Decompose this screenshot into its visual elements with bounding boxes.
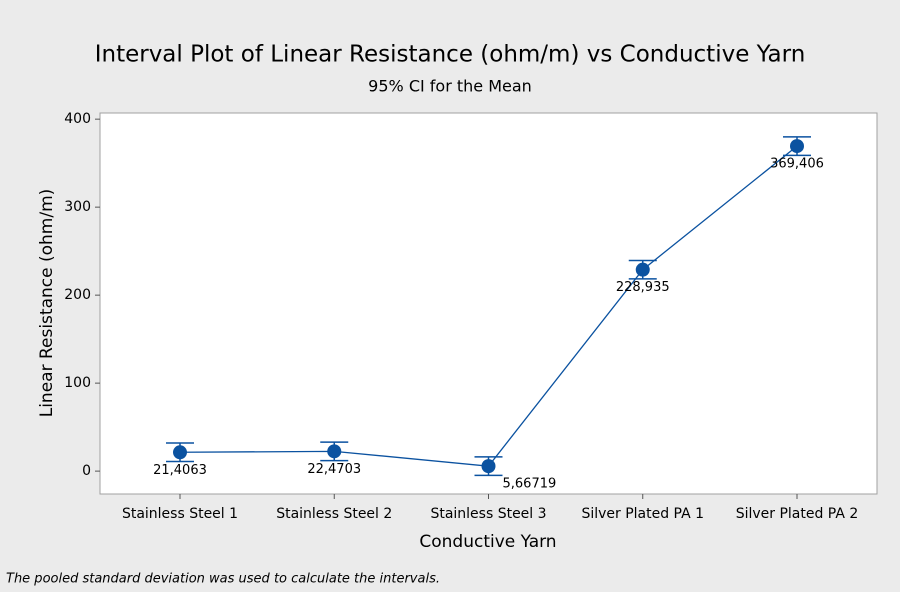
y-tick-label: 400 — [64, 111, 91, 127]
data-label: 22,4703 — [307, 462, 361, 477]
chart-subtitle: 95% CI for the Mean — [368, 77, 532, 96]
chart-title: Interval Plot of Linear Resistance (ohm/… — [95, 42, 806, 68]
x-tick-label: Stainless Steel 2 — [276, 506, 392, 522]
mean-point — [173, 445, 187, 460]
y-tick-label: 0 — [82, 463, 91, 479]
mean-point — [481, 459, 496, 474]
mean-point — [635, 262, 650, 277]
y-tick-label: 100 — [64, 375, 91, 391]
footnote: The pooled standard deviation was used t… — [6, 572, 440, 587]
data-label: 228,935 — [616, 280, 670, 295]
x-tick-label: Stainless Steel 1 — [122, 506, 238, 522]
x-tick-label: Stainless Steel 3 — [430, 506, 546, 522]
mean-point — [790, 139, 804, 154]
plot-area — [99, 112, 878, 495]
y-axis-label: Linear Resistance (ohm/m) — [37, 189, 57, 418]
x-tick-label: Silver Plated PA 2 — [736, 506, 859, 522]
data-label: 21,4063 — [153, 463, 207, 478]
data-label: 5,66719 — [503, 477, 557, 492]
x-tick-label: Silver Plated PA 1 — [581, 506, 704, 522]
mean-point — [327, 444, 342, 459]
y-tick-label: 200 — [64, 287, 91, 303]
y-tick-label: 300 — [64, 199, 91, 215]
data-label: 369,406 — [770, 157, 824, 172]
x-axis-label: Conductive Yarn — [419, 532, 556, 552]
